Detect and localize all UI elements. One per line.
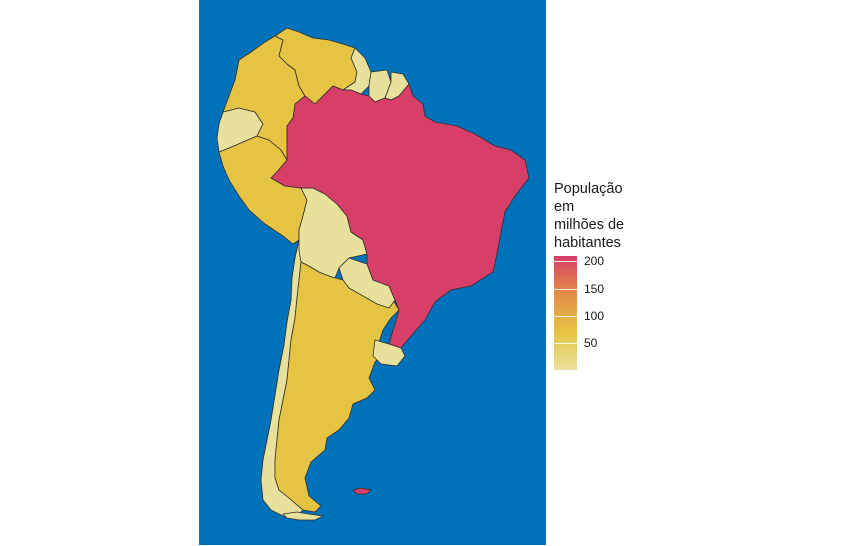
legend-tick-label: 50 <box>584 335 598 350</box>
legend-title-line: habitantes <box>554 235 621 251</box>
legend-tick <box>554 342 577 344</box>
legend-gradient-bar <box>554 256 577 370</box>
legend-tick <box>554 315 577 317</box>
legend-title: População em milhões de habitantes <box>554 180 664 252</box>
legend-colorbar: 200 150 100 50 <box>554 254 664 372</box>
legend-tick-label: 200 <box>584 254 605 269</box>
region-tierra-del-fuego <box>282 511 324 521</box>
region-uruguay <box>372 339 406 367</box>
region-falklands <box>352 487 372 495</box>
legend-title-line: População <box>554 181 623 197</box>
legend-tick <box>554 288 577 290</box>
legend-tick <box>554 261 577 263</box>
legend-title-line: em <box>554 199 575 215</box>
region-brazil <box>270 83 530 349</box>
legend: População em milhões de habitantes 200 15… <box>554 180 664 372</box>
south-america-map <box>199 0 546 545</box>
legend-title-line: milhões de <box>554 217 625 233</box>
map-panel <box>199 0 546 545</box>
legend-tick-label: 100 <box>584 308 605 323</box>
legend-tick-label: 150 <box>584 281 605 296</box>
